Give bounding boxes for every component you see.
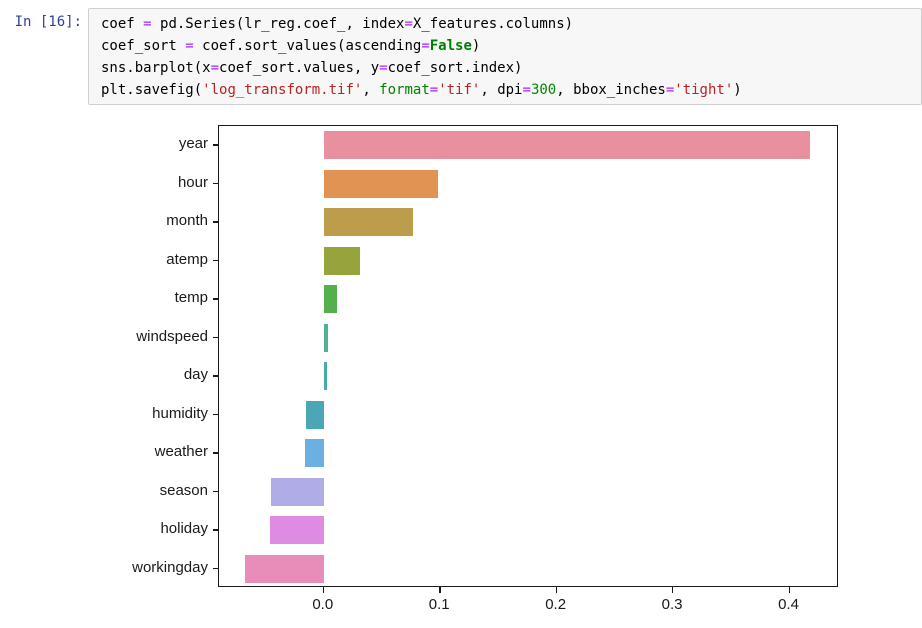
code-token: = <box>143 16 152 32</box>
code-line-1: coef = pd.Series(lr_reg.coef_, index=X_f… <box>101 13 917 35</box>
y-tick-label-temp: temp <box>174 289 208 307</box>
y-tick <box>213 567 218 570</box>
code-token: , bbox_inches <box>556 82 666 98</box>
code-token: = <box>421 38 430 54</box>
y-tick-label-weather: weather <box>154 443 208 461</box>
y-tick <box>213 413 218 416</box>
code-token: sns.barplot(x <box>101 60 211 76</box>
y-tick <box>213 259 218 262</box>
code-token: = <box>429 82 439 98</box>
code-token: format <box>379 82 430 98</box>
code-token: , dpi <box>480 82 523 98</box>
code-token: coef_sort <box>101 38 186 54</box>
code-token: = <box>404 16 413 32</box>
y-tick-label-season: season <box>159 481 208 499</box>
bar-hour <box>323 169 438 198</box>
y-tick-label-atemp: atemp <box>166 250 208 268</box>
bar-day <box>323 362 328 391</box>
code-token: , <box>362 82 380 98</box>
x-tick-label: 0.1 <box>428 596 450 613</box>
code-token: X_features.columns) <box>412 16 574 32</box>
code-token: pd.Series(lr_reg.coef_, index <box>151 16 405 32</box>
y-tick <box>213 529 218 531</box>
code-token: coef_sort.index) <box>387 60 523 76</box>
bar-humidity <box>306 400 324 429</box>
code-token: 'tif' <box>438 82 481 98</box>
code-token: coef.sort_values(ascending <box>193 38 422 54</box>
y-tick <box>213 221 218 223</box>
bar-season <box>271 477 324 506</box>
code-token: coef_sort.values, y <box>219 60 380 76</box>
y-tick <box>213 182 218 185</box>
y-tick <box>213 336 218 339</box>
code-editor[interactable]: coef = pd.Series(lr_reg.coef_, index=X_f… <box>101 13 917 101</box>
code-token: 'log_transform.tif' <box>202 82 363 98</box>
bar-atemp <box>323 246 360 275</box>
output-figure: year hour month atemp temp windspeed day humidi… <box>0 110 922 628</box>
bar-workingday <box>244 554 324 583</box>
y-tick <box>213 298 218 300</box>
x-tick-label: 0.0 <box>312 596 334 613</box>
code-token: = <box>185 38 194 54</box>
y-tick-label-year: year <box>178 135 208 153</box>
x-tick-label: 0.3 <box>661 596 683 613</box>
bar-month <box>323 208 414 237</box>
code-token: ) <box>733 82 742 98</box>
y-tick-label-humidity: humidity <box>152 404 208 422</box>
code-cell[interactable]: coef = pd.Series(lr_reg.coef_, index=X_f… <box>88 8 922 105</box>
code-token: 300 <box>530 82 557 98</box>
bar-weather <box>305 439 324 468</box>
x-tick-label: 0.4 <box>778 596 799 613</box>
code-token: False <box>429 38 472 54</box>
code-token: coef <box>101 16 144 32</box>
input-prompt: In [16]: <box>14 14 82 30</box>
bar-windspeed <box>323 323 329 352</box>
x-tick <box>788 587 790 593</box>
code-token: = <box>379 60 388 76</box>
code-token: plt.savefig( <box>101 82 203 98</box>
bar-temp <box>323 285 337 314</box>
code-line-2: coef_sort = coef.sort_values(ascending=F… <box>101 35 917 57</box>
y-tick-label-holiday: holiday <box>160 520 208 538</box>
x-tick <box>555 587 558 593</box>
x-tick <box>322 587 325 593</box>
y-tick-label-month: month <box>166 212 208 230</box>
code-token: ) <box>471 38 481 54</box>
code-token: = <box>665 82 675 98</box>
bar-year <box>323 131 811 160</box>
y-tick <box>213 490 218 493</box>
y-tick <box>213 144 218 146</box>
code-token: 'tight' <box>674 82 734 98</box>
code-token: = <box>522 82 531 98</box>
y-tick-label-day: day <box>183 366 208 384</box>
x-tick-label: 0.2 <box>545 596 567 613</box>
code-line-4: plt.savefig('log_transform.tif', format=… <box>101 79 917 101</box>
x-tick <box>439 587 441 593</box>
y-tick-label-workingday: workingday <box>132 558 208 576</box>
y-tick <box>213 375 218 377</box>
plot-area <box>218 125 838 587</box>
code-token: = <box>210 60 220 76</box>
code-line-3: sns.barplot(x=coef_sort.values, y=coef_s… <box>101 57 917 79</box>
x-tick <box>672 587 674 593</box>
y-tick <box>213 452 218 454</box>
y-tick-label-windspeed: windspeed <box>136 327 208 345</box>
y-tick-label-hour: hour <box>177 173 208 191</box>
bar-holiday <box>270 516 324 545</box>
